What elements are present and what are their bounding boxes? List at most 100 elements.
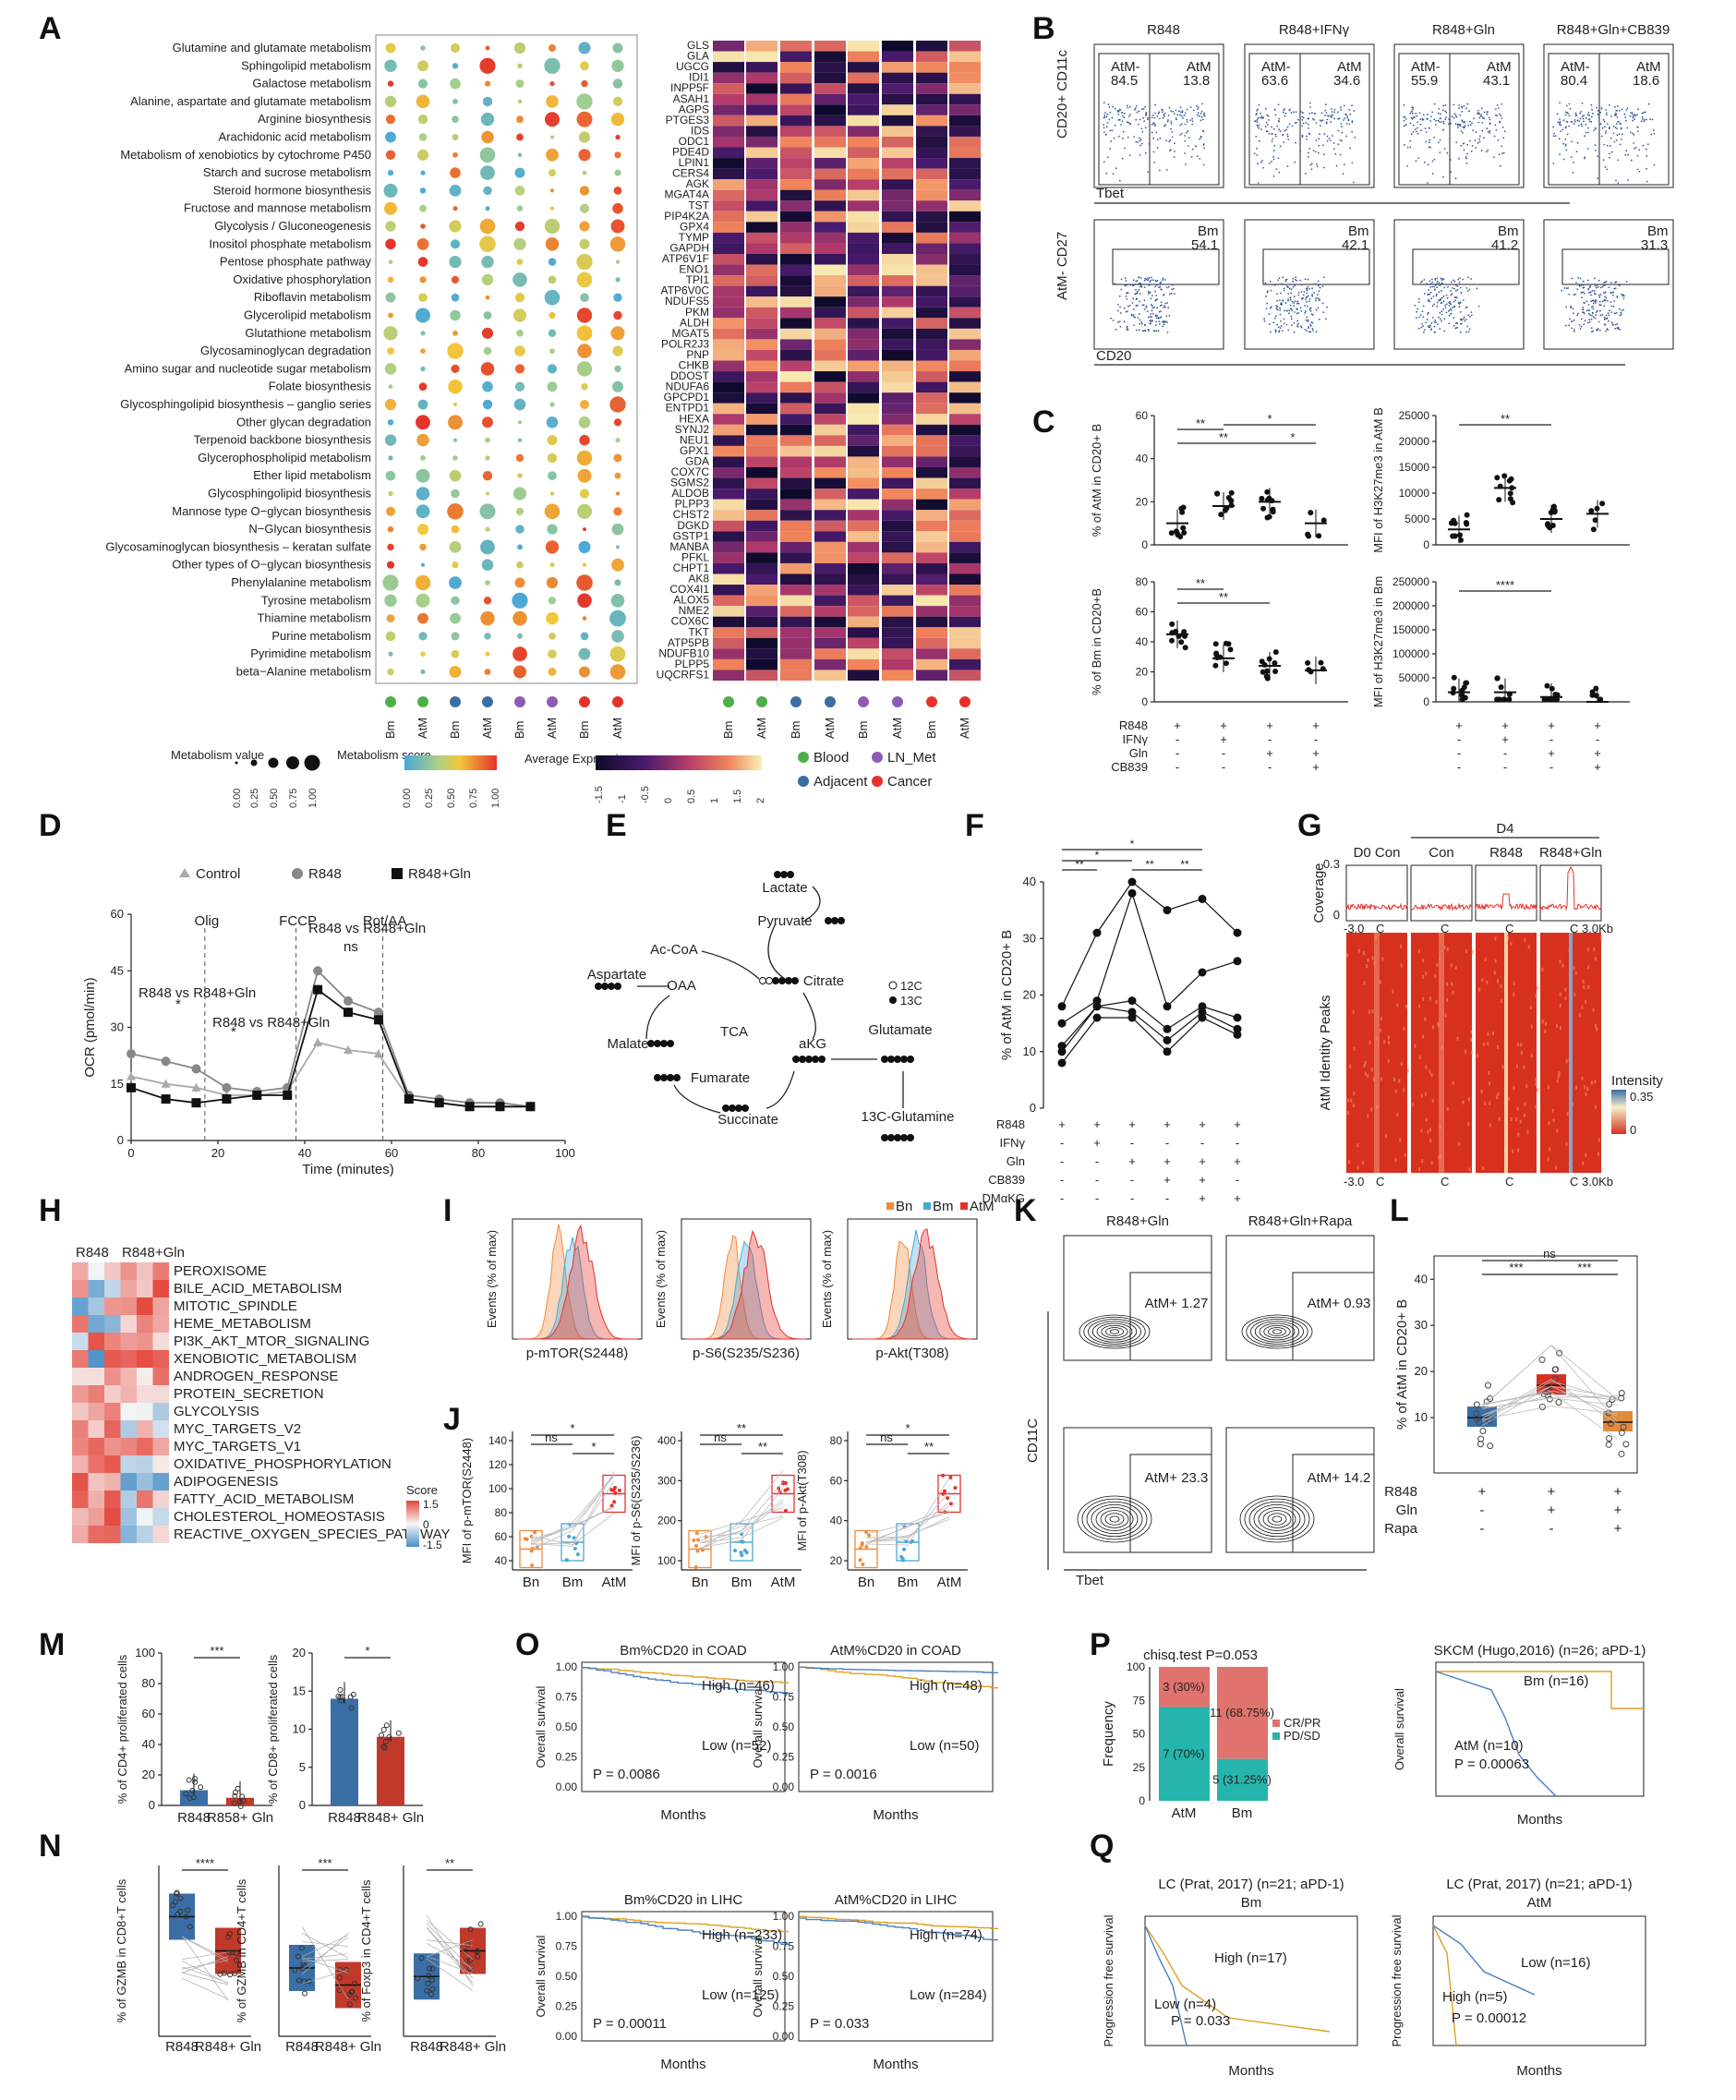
event-dot <box>1575 115 1577 117</box>
heat-cell <box>949 606 981 617</box>
event-dot <box>1478 138 1480 140</box>
heat-cell <box>746 179 778 190</box>
event-dot <box>1427 114 1429 115</box>
heat-cell <box>949 371 981 382</box>
gsea-cell <box>104 1455 121 1473</box>
gsea-term: HEME_METABOLISM <box>174 1316 311 1332</box>
event-dot <box>1191 148 1194 151</box>
event-dot <box>1571 320 1573 323</box>
p-bar-pdsd <box>1217 1758 1268 1801</box>
j-point <box>858 1546 862 1551</box>
l-point <box>1477 1435 1485 1442</box>
event-dot <box>1256 147 1258 150</box>
gsea-cell <box>152 1455 169 1473</box>
event-dot <box>1638 149 1641 151</box>
heat-cell <box>814 307 846 319</box>
event-dot <box>1422 114 1425 116</box>
event-dot <box>1457 127 1459 129</box>
gsea-cell <box>88 1438 104 1455</box>
data-point <box>1592 517 1598 524</box>
sign: - <box>1480 1503 1485 1518</box>
d-ytick: 0 <box>117 1133 124 1147</box>
data-point <box>1497 483 1503 489</box>
heat-cell <box>949 414 981 425</box>
event-dot <box>1616 105 1619 107</box>
heat-cell <box>746 41 778 52</box>
column-label: Bm <box>789 721 802 740</box>
j-point <box>612 1500 617 1504</box>
event-dot <box>1454 123 1457 126</box>
heat-cell <box>916 531 947 542</box>
heat-cell <box>713 658 744 670</box>
legend-12c: 12C <box>900 979 922 993</box>
metabolism-dot <box>480 113 495 127</box>
event-dot <box>1466 103 1469 105</box>
sign: + <box>1234 1117 1241 1131</box>
gsea-cell <box>104 1385 121 1403</box>
event-dot <box>1281 283 1284 285</box>
event-dot <box>1436 301 1439 304</box>
event-dot <box>1294 300 1296 303</box>
heat-cell <box>916 189 947 201</box>
heat-cell <box>780 307 812 319</box>
q-ylab: Progression free survival <box>1390 1914 1404 2046</box>
metabolism-dot <box>517 544 523 550</box>
metabolism-dot <box>383 183 398 198</box>
gene-label: LPIN1 <box>679 156 710 169</box>
event-dot <box>1609 282 1612 284</box>
event-dot <box>1429 293 1431 296</box>
heat-cell <box>949 477 981 489</box>
carbon-dot <box>907 1134 914 1141</box>
l-box <box>1603 1411 1633 1432</box>
heat-cell <box>916 200 947 211</box>
d-legend-label: Control <box>196 866 240 882</box>
column-label: Bm <box>721 721 735 740</box>
event-dot <box>1157 317 1160 319</box>
data-point <box>1552 692 1559 697</box>
event-dot <box>1591 312 1594 315</box>
event-dot <box>1617 159 1620 162</box>
event-dot <box>1579 117 1582 120</box>
column-label: Bm <box>448 721 462 740</box>
donor-point <box>1057 1019 1067 1028</box>
event-dot <box>1127 121 1129 124</box>
event-dot <box>1632 132 1634 135</box>
heat-cell <box>949 531 981 542</box>
gsea-cell <box>72 1315 89 1333</box>
data-point <box>1308 510 1314 516</box>
event-dot <box>1564 111 1567 114</box>
event-dot <box>1139 139 1141 142</box>
event-dot <box>1299 325 1302 328</box>
heat-cell <box>746 648 778 659</box>
event-dot <box>1598 296 1601 298</box>
event-dot <box>1297 292 1300 294</box>
event-dot <box>1308 127 1309 129</box>
donor-point <box>1163 1002 1172 1011</box>
heat-cell <box>848 510 879 521</box>
event-dot <box>1636 130 1639 133</box>
event-dot <box>1162 116 1164 119</box>
j-point <box>860 1541 864 1546</box>
pathway-arrow <box>645 995 670 1040</box>
sign: + <box>1199 1117 1206 1131</box>
metabolism-dot <box>614 579 621 586</box>
pathway-label: Pentose phosphate pathway <box>220 255 372 269</box>
b-x-top: Tbet <box>1096 186 1125 201</box>
event-dot <box>1326 118 1329 121</box>
event-dot <box>1423 161 1426 163</box>
heat-cell <box>949 147 981 159</box>
event-dot <box>1605 109 1608 111</box>
event-dot <box>1196 104 1198 107</box>
g-xlabel: -3.0 <box>1344 922 1364 935</box>
event-dot <box>1602 159 1605 162</box>
event-dot <box>1311 295 1314 297</box>
heat-cell <box>780 658 812 670</box>
gene-label: CHKB <box>679 359 709 372</box>
event-dot <box>1181 111 1184 114</box>
event-dot <box>1609 292 1612 294</box>
event-dot <box>1442 308 1444 310</box>
r848gln-point <box>404 1094 414 1104</box>
data-point <box>1496 696 1502 703</box>
event-dot <box>1608 152 1610 155</box>
